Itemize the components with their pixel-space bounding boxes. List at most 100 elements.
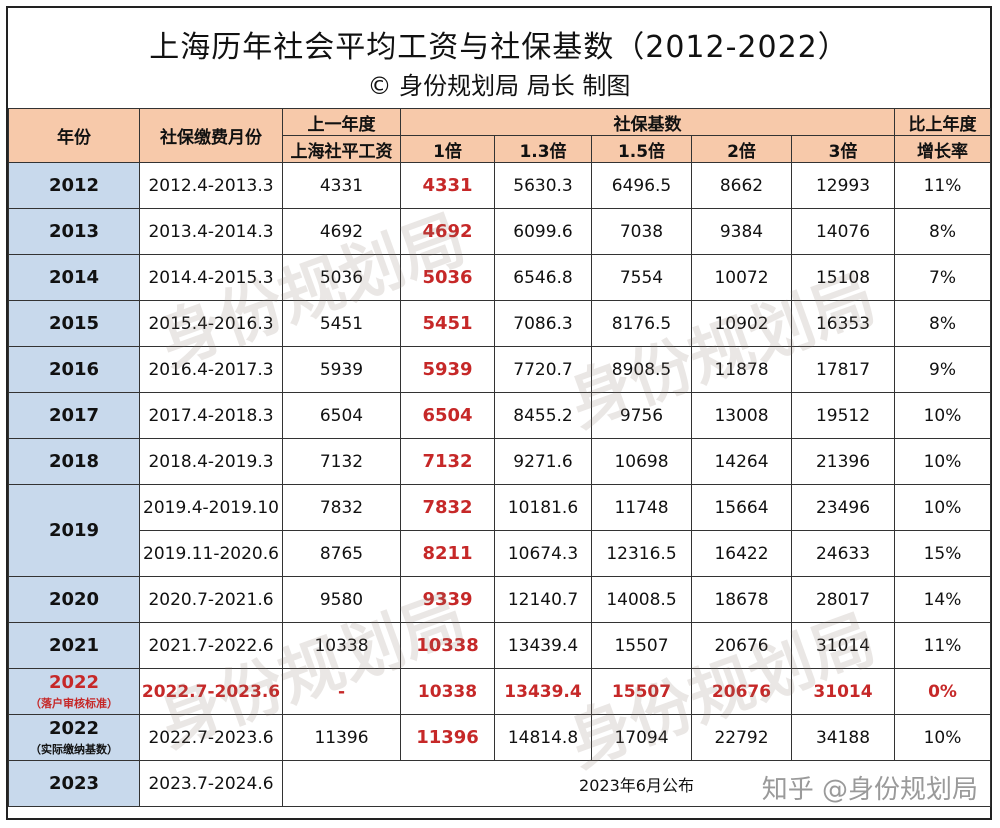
table-row: 2018 2018.4-2019.3 7132 7132 9271.6 1069… [8, 438, 992, 485]
avg-cell: 7832 [282, 484, 401, 531]
base13-cell: 14814.8 [494, 714, 592, 761]
base1-cell: 5036 [400, 254, 495, 301]
base1-cell: 6504 [400, 392, 495, 439]
base13-cell: 5630.3 [494, 162, 592, 209]
base2-cell: 15664 [691, 484, 792, 531]
page-title: 上海历年社会平均工资与社保基数（2012-2022） [149, 30, 849, 65]
period-cell: 2022.7-2023.6 [139, 668, 283, 715]
period-cell: 2018.4-2019.3 [139, 438, 283, 485]
base15-cell: 12316.5 [591, 530, 692, 577]
table-row: 2016 2016.4-2017.3 5939 5939 7720.7 8908… [8, 346, 992, 393]
avg-cell: 5451 [282, 300, 401, 347]
base13-cell: 6546.8 [494, 254, 592, 301]
growth-cell: 11% [894, 622, 992, 669]
base1-cell: 10338 [400, 668, 495, 715]
period-cell: 2013.4-2014.3 [139, 208, 283, 255]
base3-cell: 34188 [790, 714, 896, 761]
avg-cell: 4692 [282, 208, 401, 255]
base1-cell: 8211 [400, 530, 495, 577]
year-cell: 2020 [8, 576, 140, 623]
base15-cell: 17094 [591, 714, 692, 761]
base15-cell: 11748 [591, 484, 692, 531]
year-cell: 2015 [8, 300, 140, 347]
year-cell: 2023 [8, 760, 140, 807]
base1-cell: 9339 [400, 576, 495, 623]
base13-cell: 7720.7 [494, 346, 592, 393]
base13-cell: 13439.4 [494, 668, 592, 715]
year-cell: 2016 [8, 346, 140, 393]
title-area: 上海历年社会平均工资与社保基数（2012-2022） © 身份规划局 局长 制图 [8, 8, 990, 108]
base3-cell: 23496 [790, 484, 896, 531]
table-row: 2022 （实际缴纳基数） 2022.7-2023.6 11396 11396 … [8, 714, 992, 761]
avg-cell: 5939 [282, 346, 401, 393]
base3-cell: 31014 [790, 668, 896, 715]
base15-cell: 14008.5 [591, 576, 692, 623]
base15-cell: 15507 [591, 668, 692, 715]
year-cell: 2019 [8, 484, 140, 577]
table-row: 2019.11-2020.6 8765 8211 10674.3 12316.5… [9, 530, 992, 577]
period-cell: 2020.7-2021.6 [139, 576, 283, 623]
table-row: 2021 2021.7-2022.6 10338 10338 13439.4 1… [8, 622, 992, 669]
growth-cell: 7% [894, 254, 992, 301]
year-cell: 2012 [8, 162, 140, 209]
header-m1: 1倍 [400, 135, 495, 163]
avg-cell: 5036 [282, 254, 401, 301]
base3-cell: 28017 [790, 576, 896, 623]
base1-cell: 5939 [400, 346, 495, 393]
header-m15: 1.5倍 [591, 135, 692, 163]
header-avg-line1: 上一年度 [282, 108, 401, 136]
header-m3: 3倍 [790, 135, 896, 163]
base15-cell: 8176.5 [591, 300, 692, 347]
period-cell: 2023.7-2024.6 [139, 760, 283, 807]
year-cell: 2017 [8, 392, 140, 439]
base2-cell: 8662 [691, 162, 792, 209]
table-row: 2020 2020.7-2021.6 9580 9339 12140.7 140… [8, 576, 992, 623]
avg-cell: 4331 [282, 162, 401, 209]
header-m2: 2倍 [691, 135, 792, 163]
base2-cell: 20676 [691, 622, 792, 669]
zhihu-watermark: 知乎 @身份规划局 [761, 775, 978, 805]
base13-cell: 10181.6 [494, 484, 592, 531]
avg-cell: 8765 [282, 530, 401, 577]
year-cell: 2021 [8, 622, 140, 669]
table-row: 2012 2012.4-2013.3 4331 4331 5630.3 6496… [8, 162, 992, 209]
period-cell: 2016.4-2017.3 [139, 346, 283, 393]
growth-cell: 14% [894, 576, 992, 623]
base3-cell: 17817 [790, 346, 896, 393]
period-cell: 2015.4-2016.3 [139, 300, 283, 347]
base15-cell: 7554 [591, 254, 692, 301]
header-month: 社保缴费月份 [139, 108, 283, 163]
base2-cell: 10902 [691, 300, 792, 347]
table-row: 2017 2017.4-2018.3 6504 6504 8455.2 9756… [8, 392, 992, 439]
header-m13: 1.3倍 [494, 135, 592, 163]
header-growth-line1: 比上年度 [894, 108, 992, 136]
period-cell: 2021.7-2022.6 [139, 622, 283, 669]
base1-cell: 5451 [400, 300, 495, 347]
base2-cell: 11878 [691, 346, 792, 393]
year-cell: 2018 [8, 438, 140, 485]
table-row: 2015 2015.4-2016.3 5451 5451 7086.3 8176… [8, 300, 992, 347]
table-frame [6, 6, 992, 820]
table-row-highlight: 2022 （落户审核标准） 2022.7-2023.6 - 10338 1343… [8, 668, 992, 715]
avg-cell: 6504 [282, 392, 401, 439]
year-note: （实际缴纳基数） [30, 743, 118, 756]
year-cell: 2022 （实际缴纳基数） [8, 714, 140, 761]
period-cell: 2012.4-2013.3 [139, 162, 283, 209]
base13-cell: 12140.7 [494, 576, 592, 623]
base2-cell: 20676 [691, 668, 792, 715]
base1-cell: 11396 [400, 714, 495, 761]
base2-cell: 14264 [691, 438, 792, 485]
base13-cell: 13439.4 [494, 622, 592, 669]
base1-cell: 4331 [400, 162, 495, 209]
year-cell: 2022 （落户审核标准） [8, 668, 140, 715]
header-base-group: 社保基数 [399, 108, 896, 136]
period-cell: 2019.11-2020.6 [139, 530, 283, 577]
base13-cell: 6099.6 [494, 208, 592, 255]
growth-cell: 0% [894, 668, 992, 715]
base1-cell: 7132 [400, 438, 495, 485]
header-year: 年份 [8, 108, 140, 163]
growth-cell: 8% [894, 300, 992, 347]
avg-cell: - [282, 668, 401, 715]
base13-cell: 7086.3 [494, 300, 592, 347]
avg-cell: 9580 [282, 576, 401, 623]
